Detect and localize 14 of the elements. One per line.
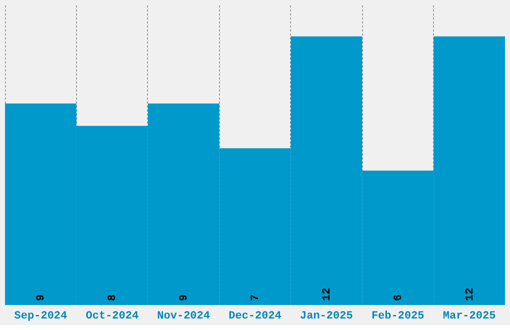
x-tick-label: Oct-2024 <box>86 310 139 322</box>
data-label: 8 <box>107 294 120 301</box>
x-tick-label: Sep-2024 <box>14 310 68 322</box>
data-label: 12 <box>321 288 334 301</box>
data-label: 9 <box>178 294 191 301</box>
data-label: 9 <box>36 294 48 301</box>
data-label: 6 <box>392 294 405 301</box>
x-tick-label: Feb-2025 <box>371 310 425 322</box>
x-tick-label: Dec-2024 <box>228 310 282 322</box>
x-tick-label: Mar-2025 <box>442 310 496 322</box>
x-tick-label: Nov-2024 <box>157 310 210 322</box>
x-tick-label: Jan-2025 <box>300 310 354 322</box>
data-label: 7 <box>250 294 262 301</box>
data-label: 12 <box>464 288 476 301</box>
